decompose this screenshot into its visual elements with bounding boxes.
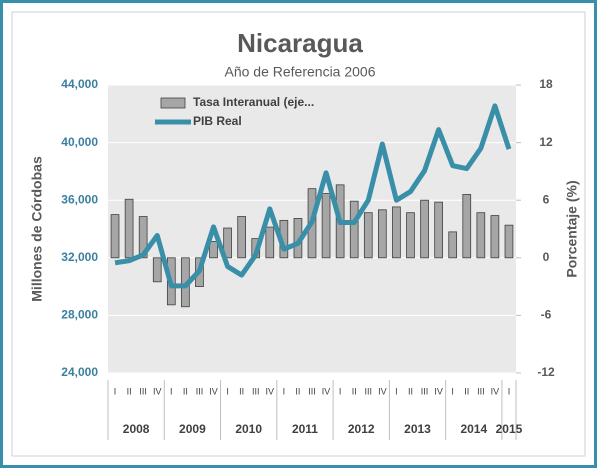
x-tick-label: I [395,386,398,396]
bar [209,241,218,259]
bar [490,215,500,259]
x-group-label: 2011 [292,422,318,436]
x-tick-label: III [196,386,204,396]
bar [504,224,514,259]
x-tick-label: III [308,386,316,396]
x-tick-label: I [114,386,117,396]
y-tick-label: 40,000 [61,135,98,149]
line [114,103,512,289]
y-tick-label: 24,000 [61,365,98,379]
bar [110,214,120,259]
legend-label: PIB Real [193,114,242,128]
bar [392,206,401,259]
bar [321,193,331,259]
x-tick-label: IV [209,386,218,396]
bar [237,216,246,259]
x-tick-label: IV [491,386,500,396]
y2-tick-label: -6 [541,308,552,322]
chart-subtitle: Año de Referencia 2006 [225,64,376,80]
bar [462,194,472,259]
x-tick-label: I [170,386,173,396]
bar [152,257,162,283]
bar [265,226,275,259]
x-tick-label: II [408,386,413,396]
legend-label: Tasa Interanual (eje... [193,95,314,109]
bar [420,199,429,259]
x-tick-label: IV [266,386,275,396]
bar [223,227,232,259]
bar [349,200,359,259]
x-tick-label: I [226,386,229,396]
x-tick-label: I [339,386,342,396]
x-group-label: 2008 [123,422,150,436]
bar [124,198,134,259]
bar [378,209,387,259]
y2-axis-label: Porcentaje (%) [564,180,580,277]
x-tick-label: III [421,386,429,396]
x-tick-label: II [239,386,244,396]
bar [406,212,415,259]
x-group-label: 2014 [460,422,487,436]
x-tick-label: II [464,386,469,396]
x-tick-label: IV [378,386,387,396]
y-tick-label: 28,000 [61,308,98,322]
bar [448,231,458,259]
x-tick-label: II [352,386,357,396]
x-group-label: 2010 [235,422,262,436]
x-group-label: 2012 [348,422,375,436]
bar [363,212,373,259]
x-tick-label: III [139,386,147,396]
x-group-label: 2009 [179,422,206,436]
bar [138,216,148,259]
legend-swatch [160,97,186,109]
x-tick-label: III [252,386,260,396]
x-tick-label: III [365,386,373,396]
x-tick-label: II [183,386,188,396]
chart-title: Nicaragua [237,28,363,58]
x-group-label: 2013 [404,422,431,436]
y2-tick-label: 18 [539,77,553,91]
x-tick-label: I [508,386,511,396]
x-tick-label: IV [153,386,162,396]
x-tick-label: II [295,386,300,396]
x-tick-label: II [127,386,132,396]
y2-tick-label: -12 [537,365,555,379]
x-tick-label: IV [434,386,443,396]
x-tick-label: I [283,386,286,396]
y-tick-label: 32,000 [61,250,98,264]
bar [434,201,443,259]
x-tick-label: IV [322,386,331,396]
y-tick-label: 44,000 [61,77,98,91]
y2-tick-label: 0 [543,250,550,264]
x-group-label: 2015 [496,422,523,436]
y-tick-label: 36,000 [61,192,98,206]
y2-tick-label: 6 [543,192,550,206]
x-tick-label: III [477,386,485,396]
x-tick-label: I [451,386,454,396]
bar [476,212,486,259]
y-axis-label: Millones de Córdobas [29,156,45,302]
y2-tick-label: 12 [539,135,553,149]
